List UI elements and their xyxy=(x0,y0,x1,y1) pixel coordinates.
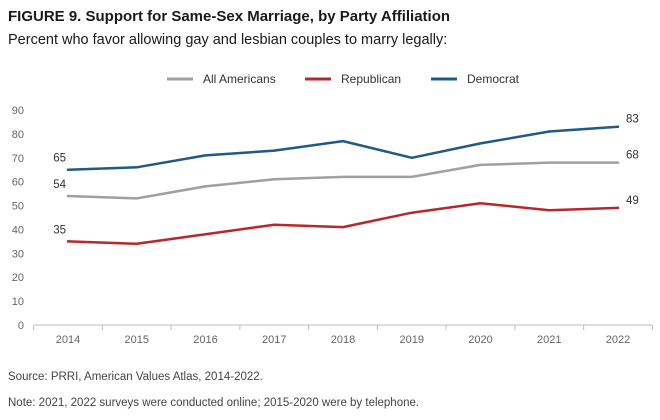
data-point-0-6 xyxy=(479,163,482,167)
data-point-1-7 xyxy=(548,209,551,212)
data-point-1-0 xyxy=(66,240,70,243)
y-tick-label-7: 70 xyxy=(12,153,24,165)
data-point-0-2 xyxy=(204,185,207,188)
data-label-2-0: 65 xyxy=(53,153,66,165)
series-line-0 xyxy=(66,161,620,200)
x-tick-label-2: 2016 xyxy=(193,334,217,346)
y-tick-label-4: 40 xyxy=(12,224,24,236)
y-tick-label-8: 80 xyxy=(12,129,24,141)
method-note: Note: 2021, 2022 surveys were conducted … xyxy=(8,397,420,409)
data-point-1-6 xyxy=(479,201,482,205)
y-tick-label-5: 50 xyxy=(12,201,24,213)
y-tick-label-0: 0 xyxy=(18,320,24,332)
data-point-0-0 xyxy=(66,194,70,198)
data-point-1-8 xyxy=(616,206,620,210)
legend-label-0: All Americans xyxy=(203,72,276,86)
data-point-0-3 xyxy=(273,178,276,181)
data-point-0-5 xyxy=(410,175,413,179)
data-point-1-3 xyxy=(273,223,276,226)
line-chart: All Americans Republican Democrat 0 10 20 30 40… xyxy=(12,72,653,346)
y-tick-label-1: 10 xyxy=(12,296,24,308)
data-label-0-8: 68 xyxy=(626,150,639,162)
y-tick-label-9: 90 xyxy=(12,105,24,117)
data-point-1-5 xyxy=(410,211,413,214)
source-note: Source: PRRI, American Values Atlas, 201… xyxy=(8,371,263,383)
legend-label-2: Democrat xyxy=(467,72,520,86)
data-label-1-0: 35 xyxy=(53,224,66,236)
legend-label-1: Republican xyxy=(341,72,401,86)
data-point-1-1 xyxy=(135,242,138,245)
data-point-2-5 xyxy=(410,156,413,159)
data-point-2-1 xyxy=(135,166,138,169)
y-tick-label-6: 60 xyxy=(12,177,24,189)
x-tick-label-6: 2020 xyxy=(468,334,492,346)
data-point-2-3 xyxy=(273,149,276,152)
figure-subtitle: Percent who favor allowing gay and lesbi… xyxy=(8,32,448,48)
data-point-0-7 xyxy=(548,161,551,164)
x-tick-label-4: 2018 xyxy=(331,334,355,346)
series-line-1 xyxy=(66,201,620,246)
x-tick-label-8: 2022 xyxy=(606,334,630,346)
figure-title: FIGURE 9. Support for Same-Sex Marriage,… xyxy=(8,8,451,25)
data-label-0-0: 54 xyxy=(53,179,66,191)
data-point-0-4 xyxy=(341,175,345,179)
data-point-2-2 xyxy=(204,154,207,157)
data-point-2-8 xyxy=(616,125,620,128)
y-tick-label-3: 30 xyxy=(12,248,24,260)
x-tick-label-1: 2015 xyxy=(125,334,149,346)
x-tick-label-0: 2014 xyxy=(56,334,80,346)
data-label-2-8: 83 xyxy=(626,114,639,126)
data-point-0-1 xyxy=(135,197,138,200)
x-tick-label-7: 2021 xyxy=(537,334,561,346)
y-tick-label-2: 20 xyxy=(12,272,24,284)
data-label-1-8: 49 xyxy=(626,195,639,207)
data-point-0-8 xyxy=(616,161,620,164)
data-point-2-4 xyxy=(341,139,345,143)
data-point-2-6 xyxy=(479,142,482,145)
x-tick-label-5: 2019 xyxy=(400,334,424,346)
x-tick-label-3: 2017 xyxy=(262,334,286,346)
data-point-1-2 xyxy=(204,233,207,236)
data-point-2-7 xyxy=(548,130,551,133)
data-point-2-0 xyxy=(66,168,70,171)
data-point-1-4 xyxy=(341,225,345,229)
